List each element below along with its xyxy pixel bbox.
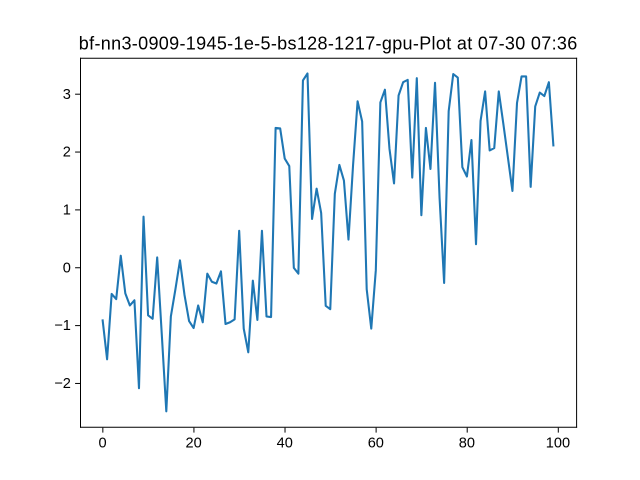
svg-text:−2: −2 xyxy=(54,376,71,392)
svg-text:20: 20 xyxy=(186,436,202,452)
svg-text:80: 80 xyxy=(459,436,475,452)
svg-text:1: 1 xyxy=(63,202,71,218)
svg-text:bf-nn3-0909-1945-1e-5-bs128-12: bf-nn3-0909-1945-1e-5-bs128-1217-gpu-Plo… xyxy=(79,33,578,53)
svg-text:100: 100 xyxy=(546,436,570,452)
svg-text:60: 60 xyxy=(368,436,384,452)
svg-text:0: 0 xyxy=(63,260,71,276)
svg-text:2: 2 xyxy=(63,145,71,161)
svg-text:40: 40 xyxy=(277,436,293,452)
svg-text:3: 3 xyxy=(63,87,71,103)
svg-text:0: 0 xyxy=(98,436,106,452)
svg-text:−1: −1 xyxy=(54,318,71,334)
